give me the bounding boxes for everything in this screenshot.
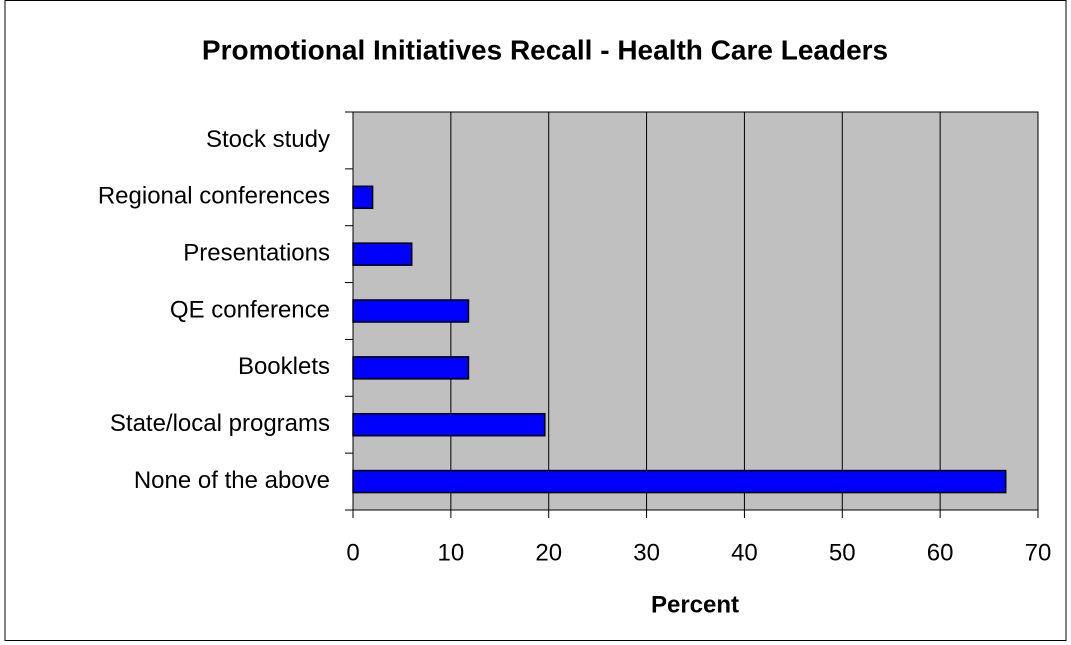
x-tick-label: 60 xyxy=(927,539,954,566)
x-tick-label: 40 xyxy=(731,539,758,566)
y-tick-label: Regional conferences xyxy=(98,183,330,210)
y-tick-label: None of the above xyxy=(134,467,330,494)
bar xyxy=(352,412,546,437)
x-tick-label: 0 xyxy=(346,539,359,566)
x-tick-label: 70 xyxy=(1025,539,1052,566)
y-tick-label: Stock study xyxy=(206,126,330,153)
x-tick-label: 20 xyxy=(535,539,562,566)
x-tick-label: 50 xyxy=(829,539,856,566)
y-tick-label: Presentations xyxy=(183,239,330,266)
x-tick-label: 30 xyxy=(633,539,660,566)
y-tick-label: QE conference xyxy=(170,296,330,323)
chart-title: Promotional Initiatives Recall - Health … xyxy=(202,34,888,65)
bar xyxy=(352,356,470,380)
y-tick-label: State/local programs xyxy=(110,410,330,437)
bar xyxy=(352,242,413,266)
bar xyxy=(352,299,470,323)
x-axis-label: Percent xyxy=(651,591,739,618)
y-tick-label: Booklets xyxy=(238,353,330,380)
bar xyxy=(352,469,1007,494)
x-tick-label: 10 xyxy=(438,539,465,566)
bar xyxy=(352,185,374,210)
